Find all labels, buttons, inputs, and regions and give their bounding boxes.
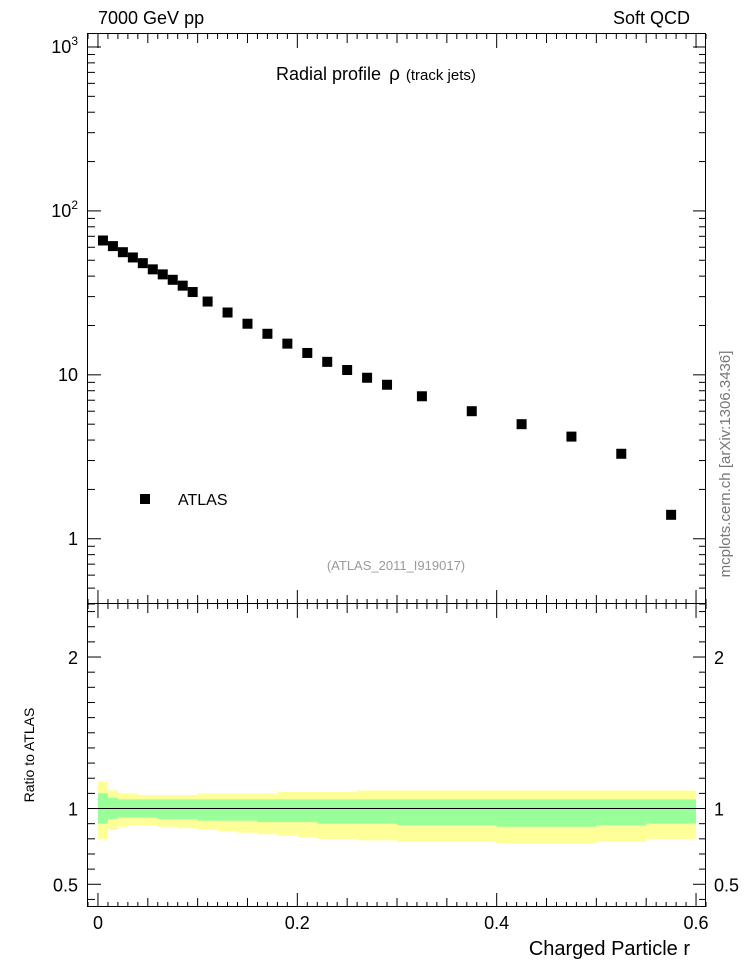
data-point <box>177 280 188 291</box>
main-y-tick-exponent: 3 <box>71 34 78 48</box>
data-point <box>666 509 677 520</box>
data-point <box>302 347 313 358</box>
ratio-y-tick-label-right: 0.5 <box>714 875 739 895</box>
data-point <box>262 328 273 339</box>
data-point <box>282 338 293 349</box>
main-y-tick-base: 10 <box>51 201 71 221</box>
main-y-tick-label: 1 <box>68 529 78 549</box>
main-y-tick-label: 102 <box>51 198 78 221</box>
data-point <box>222 307 233 318</box>
data-point <box>382 379 393 390</box>
chart-title-symbol: ρ <box>389 64 400 85</box>
data-point <box>616 448 627 459</box>
data-point <box>416 391 427 402</box>
data-point <box>137 258 148 269</box>
ratio-y-tick-label-right: 2 <box>714 648 724 668</box>
ratio-uncertainty-bands <box>97 781 697 844</box>
data-point <box>97 235 108 246</box>
chart-title-suffix: (track jets) <box>406 67 476 84</box>
ratio-x-tick-label: 0.6 <box>684 913 709 933</box>
data-point <box>157 269 168 280</box>
chart-title-text: Radial profile <box>276 64 381 84</box>
data-point <box>242 318 253 329</box>
watermark: mcplots.cern.ch [arXiv:1306.3436] <box>717 351 734 578</box>
energy-label: 7000 GeV pp <box>98 8 204 28</box>
uncertainty-band <box>97 793 697 827</box>
main-y-tick-exponent: 2 <box>71 198 78 212</box>
legend-label-atlas: ATLAS <box>178 492 228 509</box>
data-point <box>202 296 213 307</box>
data-point <box>466 406 477 417</box>
ratio-x-tick-label: 0 <box>93 913 103 933</box>
data-point <box>117 247 128 258</box>
main-panel-frame <box>87 33 706 604</box>
ratio-y-tick-label: 0.5 <box>53 875 78 895</box>
ratio-y-tick-label: 2 <box>68 648 78 668</box>
ratio-x-tick-label: 0.4 <box>484 913 509 933</box>
main-data-points <box>97 235 677 520</box>
data-point <box>107 241 118 252</box>
main-y-tick-base: 1 <box>68 529 78 549</box>
legend-marker-atlas <box>140 494 150 504</box>
analysis-label: (ATLAS_2011_I919017) <box>327 558 465 573</box>
data-point <box>322 356 333 367</box>
data-point <box>187 287 198 298</box>
data-point <box>566 431 577 442</box>
ratio-axis-ticks: 0.5 0.5 1 1 2 2 0 0.2 0.4 0.6 <box>53 604 739 933</box>
x-axis-label: Charged Particle r <box>529 938 691 960</box>
data-point <box>362 372 373 383</box>
ratio-y-label: Ratio to ATLAS <box>21 708 37 803</box>
ratio-y-tick-label-right: 1 <box>714 800 724 820</box>
data-point <box>167 274 178 285</box>
main-y-tick-base: 10 <box>51 37 71 57</box>
data-point <box>127 252 138 263</box>
data-point <box>147 264 158 275</box>
ratio-y-tick-label: 1 <box>68 800 78 820</box>
main-y-tick-label: 10 <box>58 365 78 385</box>
ratio-x-tick-label: 0.2 <box>285 913 310 933</box>
data-point <box>516 419 527 430</box>
category-label: Soft QCD <box>613 8 690 28</box>
data-point <box>342 365 353 376</box>
chart-title: Radial profile ρ (track jets) <box>276 64 476 85</box>
main-y-tick-base: 10 <box>58 365 78 385</box>
ratio-panel-frame <box>87 603 706 907</box>
main-y-tick-label: 103 <box>51 34 78 57</box>
